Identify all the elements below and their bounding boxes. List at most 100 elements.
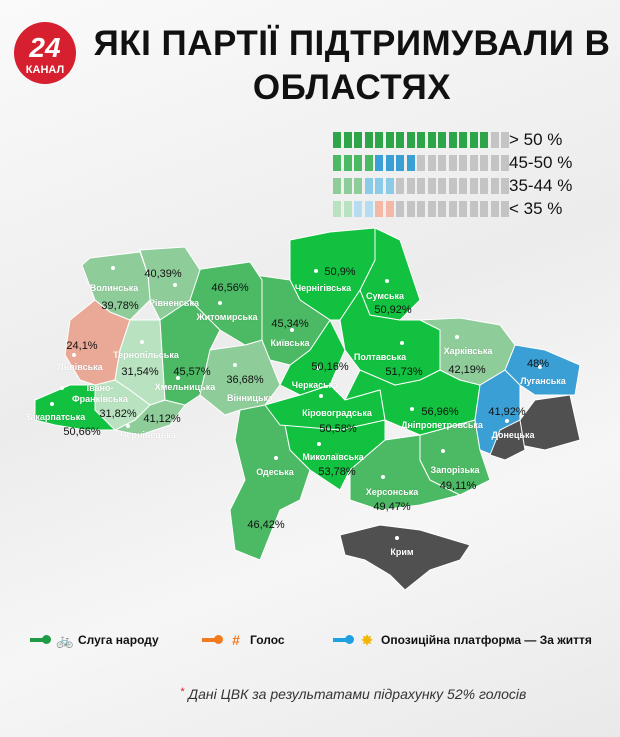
region-dot bbox=[316, 366, 320, 370]
region-percent: 56,96% bbox=[421, 406, 459, 418]
page-title: ЯКІ ПАРТІЇ ПІДТРИМУВАЛИ В ОБЛАСТЯХ bbox=[93, 24, 611, 107]
region-dot bbox=[317, 442, 321, 446]
person-icon bbox=[396, 200, 404, 217]
region-percent: 46,42% bbox=[247, 519, 285, 531]
person-icon bbox=[417, 200, 425, 217]
region-name: Миколаївська bbox=[302, 452, 364, 462]
region-24[interactable] bbox=[339, 524, 471, 591]
person-icon bbox=[438, 200, 446, 217]
person-icon bbox=[438, 154, 446, 171]
region-name: Херсонська bbox=[365, 487, 419, 497]
person-icon bbox=[427, 131, 436, 148]
region-name: Чернівецька bbox=[120, 430, 176, 440]
legend-item-sluha: 🚲 Слуга народу bbox=[30, 632, 159, 648]
region-dot bbox=[410, 407, 414, 411]
region-percent: 40,39% bbox=[144, 268, 182, 280]
range-label: > 50 % bbox=[509, 129, 563, 149]
person-icon bbox=[354, 200, 362, 217]
person-icon bbox=[438, 131, 446, 148]
region-percent: 48% bbox=[526, 358, 550, 370]
bicycle-rider-icon: 🚲 bbox=[56, 632, 74, 648]
person-icon bbox=[333, 131, 341, 148]
person-icon bbox=[459, 131, 467, 148]
person-icon bbox=[354, 131, 362, 148]
region-percent: 39,78% bbox=[101, 300, 139, 312]
person-icon bbox=[333, 154, 341, 171]
person-icon bbox=[480, 177, 488, 194]
region-percent: 50,9% bbox=[324, 266, 356, 278]
region-dot bbox=[218, 301, 222, 305]
region-dot bbox=[455, 335, 459, 339]
person-icon bbox=[490, 131, 499, 148]
person-icon bbox=[490, 177, 499, 194]
person-icon bbox=[396, 154, 404, 171]
region-0[interactable] bbox=[81, 251, 151, 321]
region-percent: 46,56% bbox=[211, 282, 249, 294]
region-2[interactable] bbox=[189, 261, 263, 346]
person-icon bbox=[459, 177, 467, 194]
region-dot bbox=[72, 353, 76, 357]
icon-row: > 50 % bbox=[333, 128, 562, 151]
person-icon bbox=[459, 200, 467, 217]
icon-legend: > 50 % 45-50 % 35-44 % < 35 % bbox=[333, 128, 572, 220]
region-name: Крим bbox=[390, 547, 414, 557]
range-label: < 35 % bbox=[509, 198, 563, 218]
region-dot bbox=[385, 279, 389, 283]
person-icon bbox=[343, 177, 352, 194]
region-name: Донецька bbox=[491, 430, 535, 440]
region-dot bbox=[111, 266, 115, 270]
person-icon bbox=[364, 200, 373, 217]
person-icon bbox=[501, 154, 509, 171]
person-icon bbox=[417, 131, 425, 148]
region-percent: 41,92% bbox=[488, 406, 526, 418]
region-name: Житомирська bbox=[196, 312, 258, 322]
person-icon bbox=[343, 131, 352, 148]
region-name: Сумська bbox=[366, 291, 404, 301]
region-8[interactable] bbox=[504, 344, 581, 396]
person-icon bbox=[364, 154, 373, 171]
person-icon bbox=[385, 177, 394, 194]
person-icon bbox=[396, 177, 404, 194]
legend-item-golos: # Голос bbox=[202, 632, 285, 648]
person-icon bbox=[375, 154, 383, 171]
region-dot bbox=[538, 365, 542, 369]
pin-icon bbox=[30, 635, 51, 644]
person-icon bbox=[427, 200, 436, 217]
person-icon bbox=[354, 177, 362, 194]
person-icon bbox=[448, 200, 457, 217]
person-icon bbox=[438, 177, 446, 194]
person-icon bbox=[406, 200, 415, 217]
region-dot bbox=[176, 376, 180, 380]
region-dot bbox=[50, 402, 54, 406]
region-percent: 51,73% bbox=[385, 366, 423, 378]
footnote: * Дані ЦВК за результатами підрахунку 52%… bbox=[180, 686, 527, 702]
region-percent: 42,19% bbox=[448, 364, 486, 376]
person-icon bbox=[343, 200, 352, 217]
person-icon bbox=[427, 154, 436, 171]
region-percent: 41,12% bbox=[143, 413, 181, 425]
person-icon bbox=[354, 154, 362, 171]
region-dot bbox=[381, 475, 385, 479]
person-icon bbox=[501, 200, 509, 217]
person-icon bbox=[469, 131, 478, 148]
person-icon bbox=[501, 131, 509, 148]
region-dot bbox=[60, 386, 64, 390]
person-icon bbox=[469, 154, 478, 171]
region-name: Львівська bbox=[57, 362, 103, 372]
person-icon bbox=[406, 154, 415, 171]
region-dot bbox=[319, 394, 323, 398]
region-3[interactable] bbox=[254, 274, 331, 366]
region-percent: 31,82% bbox=[99, 408, 137, 420]
region-percent: 50,66% bbox=[63, 426, 101, 438]
person-icon bbox=[501, 177, 509, 194]
person-icon bbox=[375, 200, 383, 217]
region-percent: 50,58% bbox=[319, 423, 357, 435]
region-percent: 24,1% bbox=[66, 340, 98, 352]
region-name: Одеська bbox=[256, 467, 294, 477]
region-percent: 49,11% bbox=[439, 480, 477, 492]
golos-logo-icon: # bbox=[232, 632, 240, 648]
person-icon bbox=[375, 177, 383, 194]
person-icon bbox=[364, 177, 373, 194]
icon-row: 45-50 % bbox=[333, 151, 572, 174]
person-icon bbox=[469, 200, 478, 217]
